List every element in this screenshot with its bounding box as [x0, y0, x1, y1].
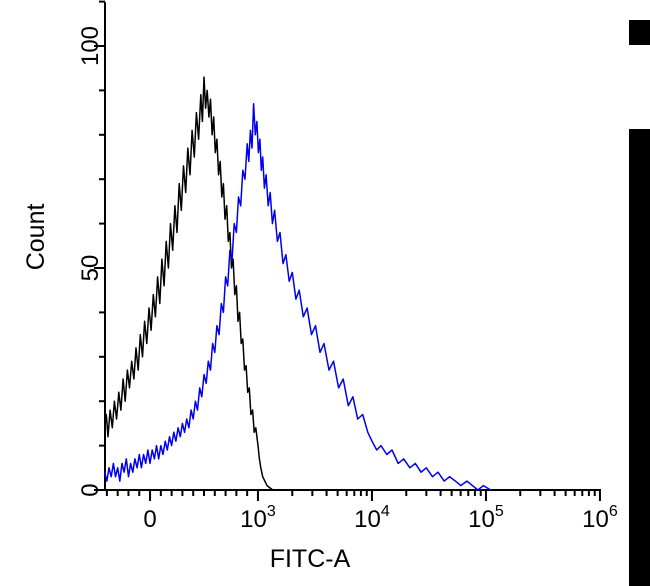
- y-axis-title: Count: [22, 204, 50, 271]
- x-tick-label: 106: [582, 503, 618, 533]
- x-tick-label: 104: [354, 503, 390, 533]
- x-tick-label: 105: [468, 503, 504, 533]
- series-blue-trace: [103, 102, 492, 491]
- crop-artifact-right: [629, 129, 650, 586]
- crop-artifact-top-right: [629, 20, 650, 45]
- y-tick-label: 50: [77, 255, 104, 282]
- y-tick-label: 0: [77, 483, 104, 496]
- x-tick-label: 0: [143, 506, 156, 533]
- x-axis-title: FITC-A: [270, 545, 351, 573]
- series-black-trace: [103, 76, 296, 491]
- y-tick-label: 100: [77, 26, 104, 66]
- axes: 0 103 104 105 106 0 50 100: [77, 0, 618, 533]
- x-tick-label: 103: [240, 503, 276, 533]
